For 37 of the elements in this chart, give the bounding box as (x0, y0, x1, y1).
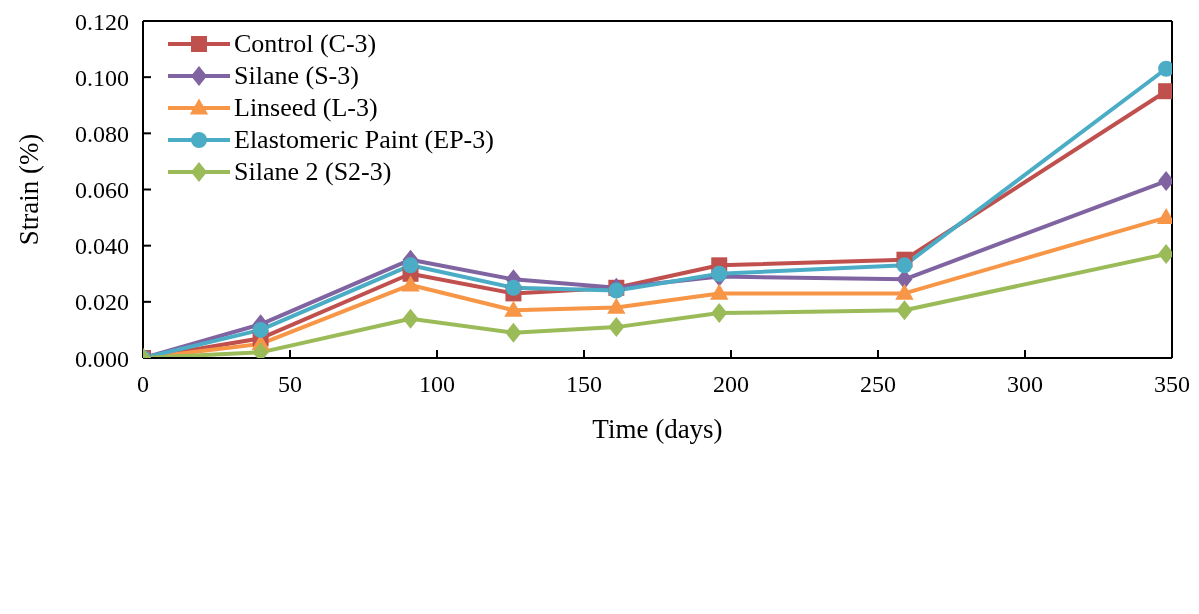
y-tick-label: 0.000 (75, 345, 129, 372)
point (896, 300, 913, 321)
legend-label: Silane (S-3) (234, 60, 359, 92)
point (402, 308, 419, 329)
y-tick-label: 0.100 (75, 64, 129, 91)
point (402, 257, 419, 274)
y-tick-label: 0.020 (75, 289, 129, 316)
point (504, 300, 523, 317)
point (505, 322, 522, 343)
point (896, 257, 913, 274)
y-tick-label: 0.040 (75, 233, 129, 260)
point (252, 321, 269, 338)
y-tick-label: 0.060 (75, 177, 129, 204)
x-tick-label: 50 (278, 371, 302, 397)
x-axis-title: Time (days) (592, 414, 723, 444)
legend-label: Linseed (L-3) (234, 92, 378, 124)
point (505, 279, 522, 296)
y-tick-label: 0.120 (75, 8, 129, 35)
x-tick-label: 0 (137, 371, 149, 397)
point (710, 283, 729, 300)
legend-label: Silane 2 (S2-3) (234, 156, 392, 188)
point (711, 303, 728, 324)
point (711, 265, 728, 282)
x-tick-label: 250 (860, 371, 896, 397)
point (607, 297, 626, 314)
y-axis-title: Strain (%) (13, 133, 44, 246)
x-tick-label: 150 (566, 371, 602, 397)
x-tick-label: 100 (419, 371, 455, 397)
y-tick-label: 0.080 (75, 120, 129, 147)
point (608, 317, 625, 338)
x-tick-label: 300 (1007, 371, 1043, 397)
legend-label: Elastomeric Paint (EP-3) (234, 124, 494, 156)
x-tick-label: 200 (713, 371, 749, 397)
x-tick-label: 350 (1154, 371, 1190, 397)
point (401, 275, 420, 292)
legend-label: Control (C-3) (234, 28, 377, 60)
point (895, 283, 914, 300)
